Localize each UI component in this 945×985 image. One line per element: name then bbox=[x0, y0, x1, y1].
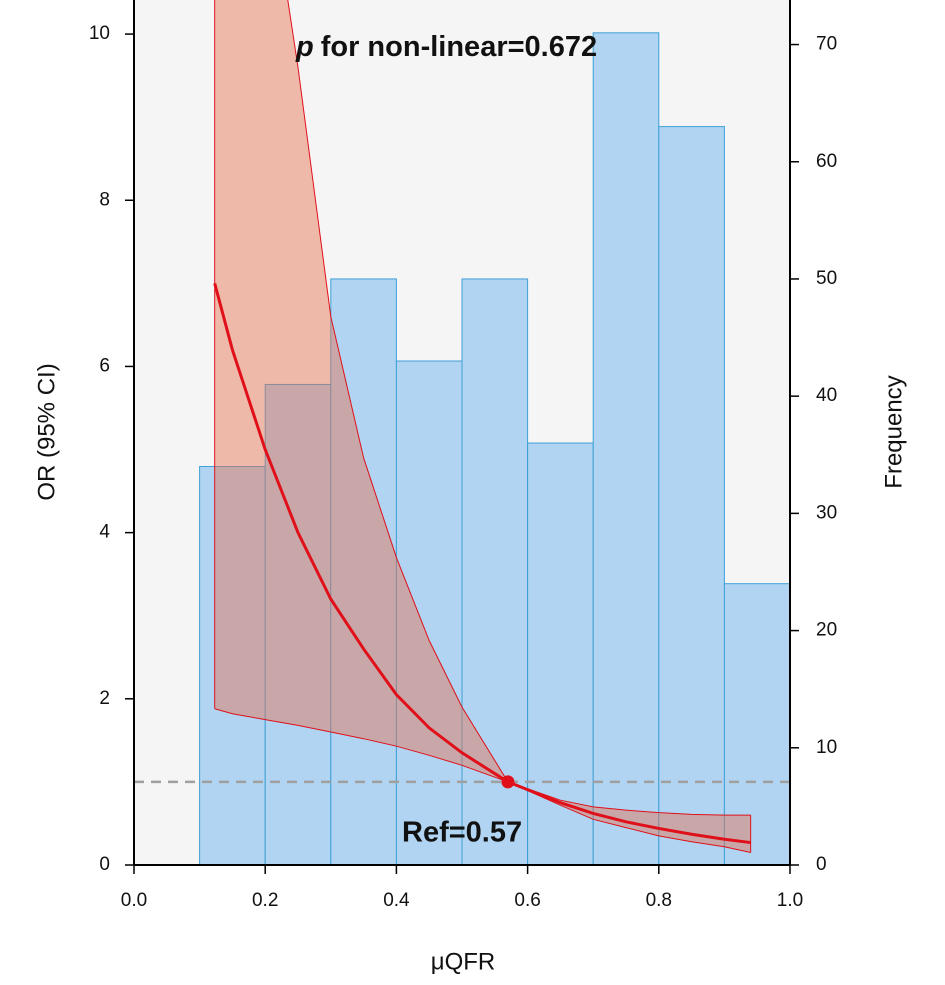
ref-label: Ref=0.57 bbox=[402, 817, 522, 849]
x-axis-title: μQFR bbox=[431, 948, 496, 975]
overlay: 0.0 0.2 0.4 0.6 0.8 1.0 0 2 4 6 8 10 0 10 20 30 40 50 60 70 bbox=[89, 0, 837, 911]
y2-tick-label: 0 bbox=[816, 854, 827, 875]
or-line bbox=[213, 282, 751, 845]
histogram-bar bbox=[592, 32, 660, 865]
y-tick-label: 6 bbox=[99, 355, 110, 376]
y-tick-label: 4 bbox=[99, 522, 110, 543]
x-tick-label: 1.0 bbox=[777, 890, 803, 911]
y2-tick-label: 20 bbox=[816, 620, 837, 641]
ci-upper-line bbox=[287, 0, 751, 816]
plot-area bbox=[134, 0, 790, 865]
histogram-bar bbox=[330, 278, 397, 865]
y2-tick-label: 40 bbox=[816, 385, 837, 406]
ci-lower-line bbox=[214, 708, 751, 854]
y2-tick-label: 30 bbox=[816, 502, 837, 523]
histogram-bar bbox=[199, 465, 266, 865]
histogram-bar bbox=[658, 126, 725, 865]
histogram-bar bbox=[723, 583, 790, 865]
y-axis-title: OR (95% CI) bbox=[33, 363, 60, 500]
ref-point bbox=[501, 775, 515, 789]
x-tick-label: 0.2 bbox=[252, 890, 278, 911]
x-tick-label: 0.4 bbox=[383, 890, 410, 911]
y-tick-label: 10 bbox=[89, 23, 110, 44]
y-tick-label: 2 bbox=[99, 688, 110, 709]
x-tick-label: 0.6 bbox=[514, 890, 540, 911]
x-tick-label: 0.8 bbox=[646, 890, 672, 911]
y-tick-label: 0 bbox=[99, 854, 110, 875]
annotation: p for non-linear=0.672 bbox=[295, 31, 597, 63]
y2-tick-label: 50 bbox=[816, 268, 837, 289]
annotation-p: p bbox=[295, 31, 314, 63]
y2-axis-title: Frequency bbox=[880, 375, 907, 488]
y2-tick-label: 60 bbox=[816, 151, 837, 172]
histogram-bar bbox=[264, 383, 332, 865]
y2-tick-label: 70 bbox=[816, 34, 837, 55]
annotation-text: for non-linear=0.672 bbox=[321, 31, 597, 63]
y2-tick-label: 10 bbox=[816, 737, 837, 758]
x-tick-label: 0.0 bbox=[121, 890, 147, 911]
y-tick-label: 8 bbox=[99, 189, 110, 210]
ci-band bbox=[214, 0, 751, 853]
